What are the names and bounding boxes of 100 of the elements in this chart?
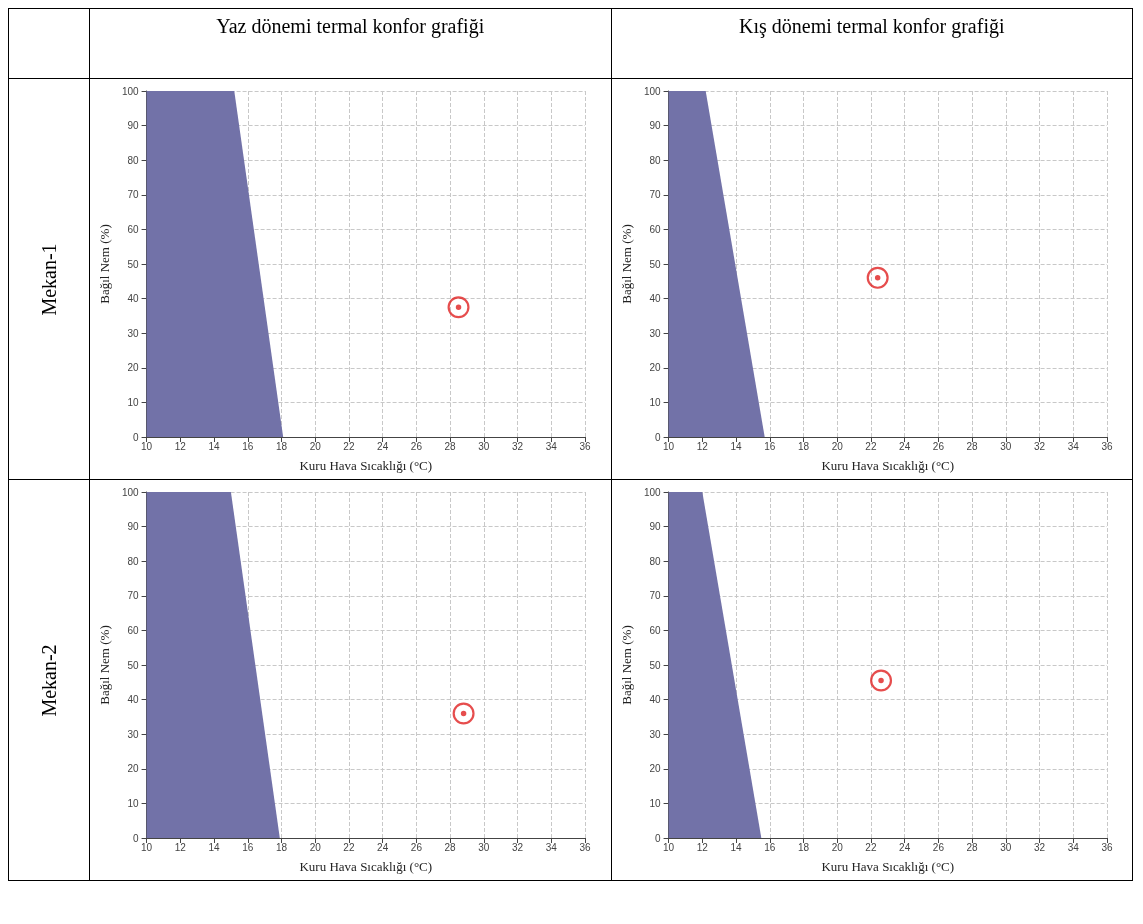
x-tick-label: 34 <box>545 841 558 853</box>
y-tick-label: 60 <box>648 624 661 636</box>
x-tick-label: 24 <box>377 440 389 452</box>
x-tick-label: 14 <box>729 440 742 452</box>
x-tick-label: 22 <box>343 841 355 853</box>
y-tick-label: 90 <box>127 521 140 533</box>
y-tick-label: 90 <box>648 521 661 533</box>
x-tick-label: 32 <box>1033 440 1046 452</box>
x-axis-title: Kuru Hava Sıcaklığı (°C) <box>299 859 433 874</box>
x-tick-label: 34 <box>1067 440 1079 452</box>
y-tick-label: 40 <box>648 293 661 305</box>
x-tick-label: 32 <box>1033 841 1046 853</box>
y-tick-label: 60 <box>127 624 140 636</box>
x-tick-label: 18 <box>797 841 809 853</box>
y-tick-label: 100 <box>121 486 140 498</box>
y-tick-label: 50 <box>127 659 140 671</box>
x-tick-label: 20 <box>831 440 843 452</box>
y-axis-title: Bağıl Nem (%) <box>97 224 112 304</box>
y-tick-label: 50 <box>127 258 140 270</box>
y-tick-label: 90 <box>648 120 661 132</box>
y-tick-label: 10 <box>127 396 140 408</box>
x-tick-label: 18 <box>797 440 809 452</box>
x-tick-label: 34 <box>545 440 558 452</box>
x-tick-label: 12 <box>696 440 708 452</box>
x-tick-label: 30 <box>478 440 490 452</box>
y-tick-label: 10 <box>648 396 661 408</box>
y-tick-label: 10 <box>648 797 661 809</box>
x-tick-label: 28 <box>444 841 457 853</box>
y-axis-title: Bağıl Nem (%) <box>97 625 112 705</box>
x-axis-title: Kuru Hava Sıcaklığı (°C) <box>820 859 954 874</box>
x-tick-label: 36 <box>1100 841 1113 853</box>
y-tick-label: 30 <box>127 327 140 339</box>
y-tick-label: 90 <box>127 120 140 132</box>
x-tick-label: 20 <box>309 841 322 853</box>
y-tick-label: 80 <box>648 555 661 567</box>
x-tick-label: 26 <box>932 841 944 853</box>
x-tick-label: 32 <box>511 440 524 452</box>
x-tick-label: 20 <box>831 841 843 853</box>
x-tick-label: 16 <box>242 440 254 452</box>
x-tick-label: 12 <box>174 841 187 853</box>
y-tick-label: 40 <box>127 694 140 706</box>
x-tick-label: 14 <box>208 841 221 853</box>
x-tick-label: 10 <box>662 440 675 452</box>
y-tick-label: 100 <box>121 85 140 97</box>
x-tick-label: 36 <box>579 841 591 853</box>
y-axis-title: Bağıl Nem (%) <box>618 224 634 304</box>
x-tick-label: 14 <box>729 841 742 853</box>
y-tick-label: 50 <box>648 258 661 270</box>
y-tick-label: 30 <box>648 728 661 740</box>
x-axis-title: Kuru Hava Sıcaklığı (°C) <box>299 458 433 473</box>
y-tick-label: 80 <box>648 154 661 166</box>
x-tick-label: 36 <box>1100 440 1113 452</box>
x-tick-label: 10 <box>662 841 675 853</box>
y-tick-label: 0 <box>133 431 140 443</box>
y-tick-label: 30 <box>648 327 661 339</box>
x-tick-label: 20 <box>309 440 322 452</box>
y-tick-label: 70 <box>648 189 661 201</box>
y-tick-label: 40 <box>127 293 140 305</box>
x-tick-label: 26 <box>410 841 423 853</box>
y-tick-label: 70 <box>127 590 140 602</box>
x-tick-label: 10 <box>141 841 153 853</box>
y-tick-label: 20 <box>127 362 140 374</box>
y-tick-label: 20 <box>127 763 140 775</box>
text: Mekan-1 <box>37 241 61 318</box>
y-tick-label: 0 <box>654 431 661 443</box>
y-tick-label: 20 <box>648 763 661 775</box>
x-tick-label: 24 <box>898 841 911 853</box>
x-tick-label: 22 <box>864 440 877 452</box>
x-tick-label: 14 <box>208 440 221 452</box>
chart-title: Yaz dönemi termal konfor grafiği <box>89 8 611 79</box>
y-tick-label: 60 <box>648 223 661 235</box>
y-tick-label: 100 <box>643 85 661 97</box>
x-tick-label: 24 <box>377 841 389 853</box>
text: Mekan-2 <box>37 642 61 719</box>
x-tick-label: 16 <box>242 841 254 853</box>
y-tick-label: 10 <box>127 797 140 809</box>
x-tick-label: 30 <box>999 440 1012 452</box>
x-tick-label: 34 <box>1067 841 1079 853</box>
x-tick-label: 16 <box>763 841 776 853</box>
x-tick-label: 36 <box>579 440 591 452</box>
x-tick-label: 12 <box>696 841 708 853</box>
y-axis-title: Bağıl Nem (%) <box>618 625 634 705</box>
y-tick-label: 30 <box>127 728 140 740</box>
x-tick-label: 22 <box>864 841 877 853</box>
x-tick-label: 28 <box>444 440 457 452</box>
x-axis-title: Kuru Hava Sıcaklığı (°C) <box>820 458 954 473</box>
x-tick-label: 28 <box>966 841 978 853</box>
x-tick-label: 32 <box>511 841 524 853</box>
y-tick-label: 0 <box>654 832 661 844</box>
y-tick-label: 70 <box>648 590 661 602</box>
x-tick-label: 30 <box>478 841 490 853</box>
chart-title: Kış dönemi termal konfor grafiği <box>611 8 1133 79</box>
y-tick-label: 70 <box>127 189 140 201</box>
x-tick-label: 26 <box>410 440 423 452</box>
x-tick-label: 26 <box>932 440 944 452</box>
x-tick-label: 18 <box>275 440 288 452</box>
y-tick-label: 80 <box>127 154 140 166</box>
x-tick-label: 24 <box>898 440 911 452</box>
y-tick-label: 60 <box>127 223 140 235</box>
x-tick-label: 22 <box>343 440 355 452</box>
